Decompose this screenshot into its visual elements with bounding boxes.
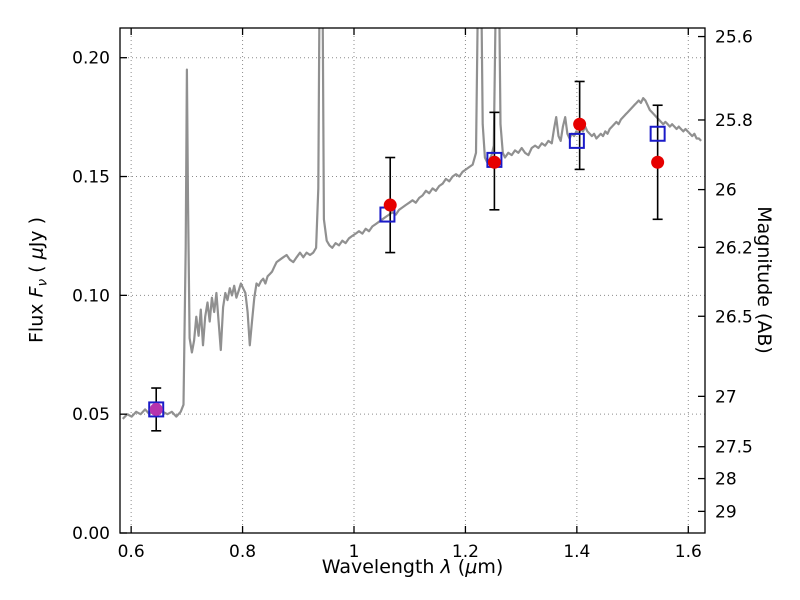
observed-point-circle — [149, 402, 163, 416]
gridlines — [120, 28, 705, 533]
x-tick-label: 0.6 — [118, 542, 145, 562]
x-tick-label: 1 — [349, 542, 360, 562]
model-point-square — [148, 401, 165, 418]
y-right-tick-label: 25.8 — [715, 111, 753, 131]
x-axis-label: Wavelength λ (μm) — [321, 556, 504, 578]
y-right-tick-label: 28 — [715, 470, 737, 490]
axes-box — [119, 27, 706, 534]
y-right-tick-label: 25.6 — [715, 28, 753, 48]
y-left-tick-label: 0.05 — [72, 405, 110, 425]
observed-point-circle — [383, 198, 397, 212]
x-tick-label: 1.6 — [675, 542, 702, 562]
x-tick-label: 1.4 — [563, 542, 590, 562]
y-left-tick-label: 0.10 — [72, 286, 110, 306]
y-left-tick-label: 0.20 — [72, 49, 110, 69]
y-right-tick-label: 26 — [715, 181, 737, 201]
tick-labels: 0.6 0.8 1 1.2 1.4 1.6 0.00 0.05 0.10 0.15 0.20 25.6… — [72, 28, 753, 562]
y-left-tick-label: 0.00 — [72, 524, 110, 544]
model-point-square — [649, 125, 666, 142]
model-spectrum-line — [121, 28, 702, 420]
y-right-tick-label: 26.2 — [715, 238, 753, 258]
error-bars — [151, 80, 663, 432]
y-right-tick-label: 27.5 — [715, 438, 753, 458]
model-photometry-points — [148, 125, 666, 418]
x-tick-label: 0.8 — [229, 542, 256, 562]
model-point-square — [568, 132, 585, 149]
tick-marks — [120, 28, 705, 534]
y-left-tick-label: 0.15 — [72, 168, 110, 188]
observed-point-circle — [487, 155, 501, 169]
y-axis-label-magnitude: Magnitude (AB) — [753, 206, 775, 354]
observed-point-circle — [573, 117, 587, 131]
y-right-tick-label: 27 — [715, 387, 737, 407]
x-tick-label: 1.2 — [452, 542, 479, 562]
observed-point-circle — [651, 155, 665, 169]
y-right-tick-label: 26.5 — [715, 307, 753, 327]
observed-photometry-points — [149, 117, 665, 416]
y-right-tick-label: 29 — [715, 502, 737, 522]
y-axis-label-flux: Flux Fν ( μJy ) — [25, 216, 51, 344]
